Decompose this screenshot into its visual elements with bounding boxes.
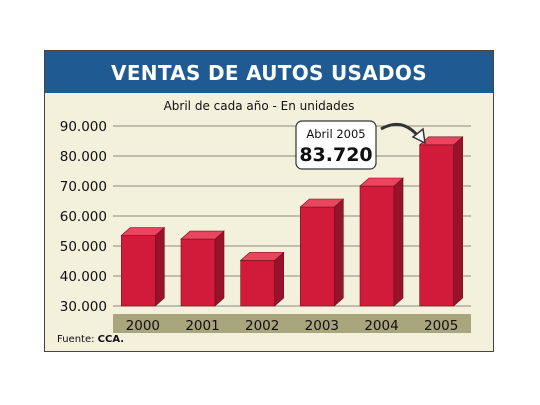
y-tick-label: 70.000 bbox=[60, 179, 107, 195]
chart-title: VENTAS DE AUTOS USADOS bbox=[111, 61, 427, 85]
bar-top bbox=[359, 177, 404, 187]
x-axis-band bbox=[113, 314, 471, 333]
bar-front bbox=[121, 235, 156, 307]
x-axis-ticks: 2000 2001 2002 2003 2004 2005 bbox=[126, 318, 459, 334]
bar-chart: Abril de cada año - En unidades 90.000 80… bbox=[60, 99, 471, 334]
bar-side bbox=[393, 177, 404, 307]
bar-front bbox=[359, 185, 395, 307]
bars bbox=[120, 136, 464, 307]
bar-top bbox=[418, 136, 464, 146]
source-value: CCA. bbox=[97, 334, 125, 345]
grid-lines bbox=[113, 125, 471, 307]
bar-front bbox=[419, 144, 454, 307]
y-tick-label: 30.000 bbox=[60, 299, 107, 315]
title-bar: VENTAS DE AUTOS USADOS bbox=[45, 51, 493, 93]
bar-front bbox=[180, 238, 216, 307]
chart-frame: VENTAS DE AUTOS USADOS Abril de cada año… bbox=[44, 50, 494, 352]
callout-arrowhead bbox=[411, 127, 426, 145]
y-tick-label: 50.000 bbox=[60, 239, 107, 255]
bar-side bbox=[453, 136, 463, 307]
source-note: Fuente: CCA. bbox=[57, 334, 124, 345]
y-tick-label: 80.000 bbox=[60, 149, 107, 165]
callout-label: Abril 2005 bbox=[306, 127, 365, 141]
x-tick-label: 2004 bbox=[364, 318, 398, 334]
source-label: Fuente: bbox=[57, 334, 95, 345]
y-tick-label: 90.000 bbox=[60, 119, 107, 135]
y-axis-ticks: 90.000 80.000 70.000 60.000 50.000 40.000 30.0… bbox=[60, 119, 107, 315]
bar-top bbox=[239, 252, 285, 261]
bar-side bbox=[214, 230, 225, 307]
bar bbox=[120, 226, 166, 307]
y-tick-label: 40.000 bbox=[60, 269, 107, 285]
bar bbox=[299, 198, 345, 307]
callout-box bbox=[295, 120, 377, 170]
bar-top bbox=[120, 227, 166, 236]
bar-front bbox=[300, 206, 335, 307]
bar-side bbox=[334, 198, 344, 307]
x-tick-label: 2001 bbox=[185, 318, 219, 334]
bar-side bbox=[155, 226, 165, 307]
bar-side bbox=[274, 251, 284, 307]
bar bbox=[180, 230, 225, 307]
x-tick-label: 2002 bbox=[245, 318, 279, 334]
bar bbox=[418, 136, 464, 307]
bar bbox=[239, 251, 285, 307]
chart-subtitle: Abril de cada año - En unidades bbox=[164, 99, 355, 113]
x-tick-label: 2005 bbox=[424, 318, 458, 334]
x-tick-label: 2003 bbox=[305, 318, 339, 334]
callout-value: 83.720 bbox=[299, 144, 372, 166]
bar bbox=[359, 177, 404, 307]
annotation-callout: Abril 2005 83.720 bbox=[295, 120, 426, 170]
x-tick-label: 2000 bbox=[126, 318, 160, 334]
bar-top bbox=[180, 230, 225, 240]
y-tick-label: 60.000 bbox=[60, 209, 107, 225]
bar-top bbox=[299, 198, 345, 208]
bar-front bbox=[240, 260, 275, 307]
